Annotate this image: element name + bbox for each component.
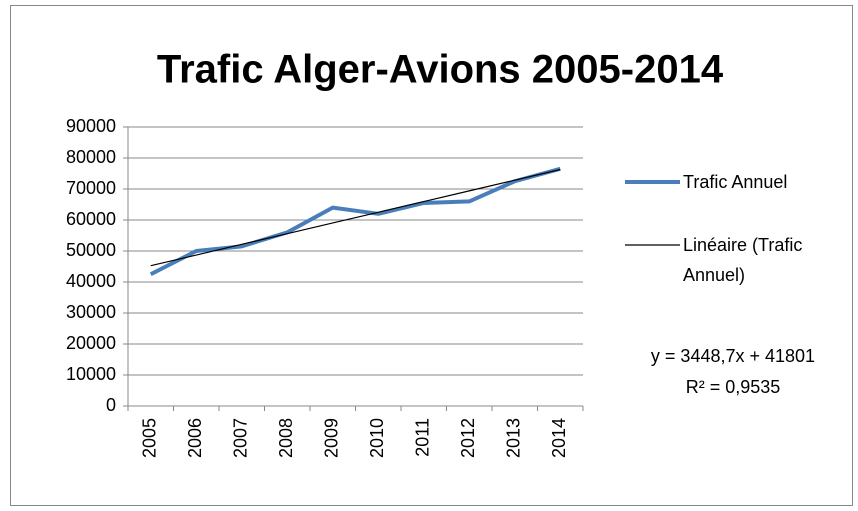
y-tick-label: 40000: [66, 271, 116, 291]
data-line: [149, 166, 561, 277]
y-tick-label: 90000: [66, 116, 116, 136]
y-tick-label: 70000: [66, 178, 116, 198]
y-tick-label: 80000: [66, 147, 116, 167]
x-tick-label: 2008: [276, 418, 296, 458]
x-tick-label: 2012: [458, 418, 478, 458]
y-tick-label: 30000: [66, 302, 116, 322]
x-tick-label: 2005: [140, 418, 160, 458]
x-tick-label: 2013: [504, 418, 524, 458]
x-tick-label: 2011: [413, 418, 433, 457]
y-tick-label: 60000: [66, 209, 116, 229]
x-tick-label: 2007: [231, 418, 251, 458]
x-tick-label: 2009: [322, 418, 342, 458]
trend-equation: y = 3448,7x + 41801: [651, 346, 815, 366]
y-tick-label: 20000: [66, 333, 116, 353]
trend-r2: R² = 0,9535: [686, 377, 781, 397]
y-tick-label: 10000: [66, 364, 116, 384]
chart-border: [10, 5, 853, 506]
y-tick-label: 0: [106, 395, 116, 415]
legend-label: Linéaire (Trafic Annuel): [683, 235, 803, 285]
x-tick-label: 2014: [549, 418, 569, 458]
y-tick-label: 50000: [66, 240, 116, 260]
x-tick-label: 2006: [185, 418, 205, 458]
trend-line: [150, 168, 561, 267]
legend-label: Trafic Annuel: [683, 172, 788, 192]
chart-title: Trafic Alger-Avions 2005-2014: [157, 48, 724, 92]
x-tick-label: 2010: [367, 418, 387, 458]
